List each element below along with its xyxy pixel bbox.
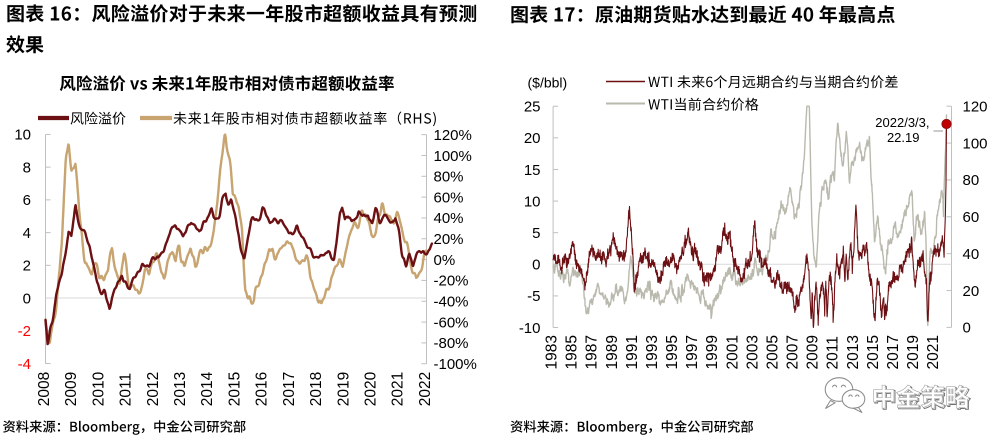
svg-text:22.19: 22.19 (887, 130, 920, 145)
svg-text:2017: 2017 (281, 372, 298, 406)
svg-text:25: 25 (524, 99, 541, 116)
svg-text:1989: 1989 (604, 335, 621, 369)
svg-text:1997: 1997 (684, 335, 701, 369)
svg-text:2017: 2017 (885, 335, 902, 369)
svg-text:-5: -5 (527, 288, 540, 305)
svg-text:60: 60 (963, 209, 980, 226)
svg-text:80%: 80% (434, 169, 464, 186)
svg-text:2021: 2021 (390, 372, 407, 406)
svg-text:40%: 40% (434, 210, 464, 227)
svg-text:4: 4 (23, 225, 31, 242)
svg-text:0: 0 (963, 320, 971, 337)
svg-text:2016: 2016 (254, 372, 271, 406)
svg-text:-100%: -100% (434, 356, 477, 373)
svg-text:2018: 2018 (308, 372, 325, 406)
svg-text:2015: 2015 (226, 372, 243, 406)
svg-text:2012: 2012 (145, 372, 162, 406)
svg-text:($/bbl): ($/bbl) (528, 75, 568, 91)
svg-text:2015: 2015 (865, 335, 882, 369)
svg-text:2003: 2003 (744, 335, 761, 369)
svg-text:-10: -10 (519, 320, 541, 337)
svg-text:-60%: -60% (434, 314, 469, 331)
svg-text:20: 20 (963, 283, 980, 300)
svg-text:100%: 100% (434, 148, 472, 165)
svg-text:1991: 1991 (624, 335, 641, 369)
svg-text:1987: 1987 (584, 335, 601, 369)
svg-text:0: 0 (532, 257, 540, 274)
svg-text:1983: 1983 (544, 335, 561, 369)
svg-text:40: 40 (963, 246, 980, 263)
svg-text:-4: -4 (18, 356, 31, 373)
svg-text:2011: 2011 (825, 336, 842, 369)
svg-text:10: 10 (14, 127, 31, 144)
svg-text:6: 6 (23, 192, 31, 209)
svg-text:-80%: -80% (434, 335, 469, 352)
svg-text:2008: 2008 (36, 372, 53, 406)
svg-text:-40%: -40% (434, 294, 469, 311)
svg-text:15: 15 (524, 162, 541, 179)
svg-text:2013: 2013 (845, 335, 862, 369)
svg-text:2021: 2021 (925, 335, 942, 369)
svg-text:120%: 120% (434, 127, 472, 144)
svg-text:2005: 2005 (764, 335, 781, 369)
svg-text:0%: 0% (434, 252, 456, 269)
svg-text:20%: 20% (434, 231, 464, 248)
svg-text:2: 2 (23, 258, 31, 275)
svg-text:-20%: -20% (434, 273, 469, 290)
svg-text:2013: 2013 (172, 372, 189, 406)
svg-text:1985: 1985 (564, 335, 581, 369)
svg-text:60%: 60% (434, 189, 464, 206)
svg-text:0: 0 (23, 290, 31, 307)
svg-text:2001: 2001 (724, 335, 741, 369)
svg-text:10: 10 (524, 193, 541, 210)
svg-text:2019: 2019 (905, 335, 922, 369)
svg-text:2020: 2020 (363, 371, 380, 406)
svg-text:80: 80 (963, 172, 980, 189)
svg-text:20: 20 (524, 130, 541, 147)
svg-text:2009: 2009 (63, 372, 80, 406)
svg-text:8: 8 (23, 159, 31, 176)
svg-text:2007: 2007 (785, 335, 802, 369)
svg-text:1995: 1995 (664, 335, 681, 369)
svg-text:2009: 2009 (805, 335, 822, 369)
svg-text:120: 120 (963, 99, 988, 116)
svg-text:2022/3/3,: 2022/3/3, (875, 115, 929, 130)
svg-text:1999: 1999 (704, 335, 721, 369)
svg-text:-2: -2 (18, 323, 31, 340)
svg-text:2010: 2010 (90, 371, 107, 406)
svg-text:2014: 2014 (199, 371, 216, 406)
svg-text:5: 5 (532, 225, 540, 242)
svg-text:2011: 2011 (118, 373, 135, 406)
svg-text:2022: 2022 (417, 372, 434, 406)
svg-text:2019: 2019 (335, 372, 352, 406)
svg-text:1993: 1993 (644, 335, 661, 369)
svg-text:100: 100 (963, 135, 988, 152)
